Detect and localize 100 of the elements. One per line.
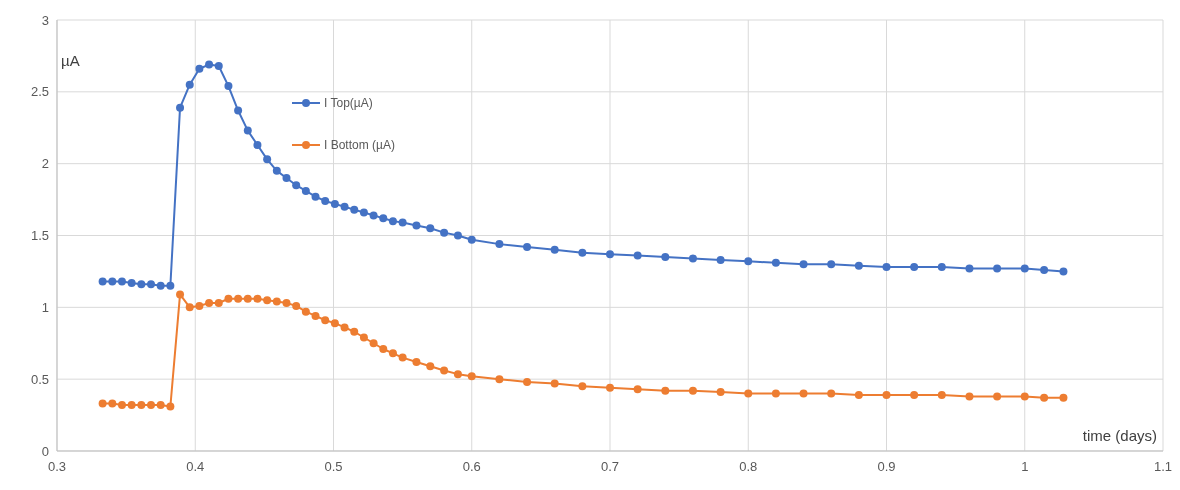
- point: [127, 401, 136, 410]
- point: [321, 316, 330, 325]
- point: [156, 401, 165, 410]
- point: [398, 218, 407, 227]
- point: [523, 242, 532, 251]
- point: [156, 281, 165, 290]
- point: [854, 261, 863, 270]
- point: [176, 290, 185, 299]
- point: [205, 299, 214, 308]
- point: [1040, 265, 1049, 274]
- point: [495, 240, 504, 249]
- point: [578, 248, 587, 257]
- point: [282, 299, 291, 308]
- point: [965, 392, 974, 401]
- point: [965, 264, 974, 273]
- point: [661, 386, 670, 395]
- point: [799, 260, 808, 269]
- point: [195, 64, 204, 73]
- x-axis-title: time (days): [1082, 427, 1157, 444]
- point: [214, 61, 223, 70]
- x-tick-label: 0.5: [324, 459, 343, 474]
- point: [282, 174, 291, 183]
- point: [340, 323, 349, 332]
- point: [301, 307, 310, 316]
- point: [263, 155, 272, 164]
- x-tick-label: 0.3: [47, 459, 67, 474]
- point: [224, 294, 233, 303]
- point: [243, 294, 252, 303]
- point: [633, 385, 642, 394]
- point: [147, 280, 156, 289]
- point: [311, 192, 320, 201]
- point: [523, 378, 532, 387]
- x-tick-label: 1.1: [1153, 459, 1173, 474]
- point: [330, 319, 339, 328]
- point: [369, 339, 378, 348]
- point: [467, 235, 476, 244]
- y-axis-title: µA: [61, 52, 80, 69]
- point: [253, 294, 262, 303]
- point: [993, 264, 1002, 273]
- point: [827, 389, 836, 398]
- point: [882, 390, 891, 399]
- point: [379, 345, 388, 353]
- point: [1020, 392, 1029, 401]
- point: [633, 251, 642, 260]
- point: [550, 379, 559, 388]
- point: [910, 263, 919, 272]
- point: [321, 197, 330, 206]
- point: [578, 382, 587, 391]
- point: [340, 202, 349, 211]
- point: [292, 301, 301, 310]
- point: [426, 224, 435, 233]
- point: [166, 281, 175, 290]
- point: [440, 366, 449, 375]
- x-tick-label: 0.6: [462, 459, 481, 474]
- point: [147, 401, 156, 410]
- point: [117, 401, 126, 410]
- point: [688, 254, 697, 263]
- point: [137, 401, 146, 410]
- point: [744, 389, 753, 398]
- point: [108, 399, 117, 408]
- point: [744, 257, 753, 266]
- x-tick-label: 0.7: [600, 459, 620, 474]
- point: [440, 228, 449, 237]
- point: [263, 296, 272, 305]
- point: [606, 383, 614, 392]
- point: [771, 389, 780, 398]
- point: [495, 375, 504, 384]
- point: [716, 388, 725, 397]
- point: [98, 277, 107, 286]
- point: [937, 263, 946, 272]
- point: [359, 333, 368, 342]
- y-tick-label: 1: [41, 299, 49, 315]
- y-tick-label: 2.5: [30, 84, 49, 100]
- point: [166, 402, 175, 411]
- point: [453, 370, 462, 379]
- point: [185, 80, 194, 89]
- point: [550, 245, 559, 254]
- point: [369, 211, 378, 220]
- point: [205, 60, 214, 69]
- y-tick-label: 1.5: [30, 228, 49, 244]
- point: [716, 255, 725, 264]
- y-tick-label: 2: [41, 156, 49, 172]
- point: [993, 392, 1002, 401]
- point: [234, 106, 243, 115]
- point: [799, 389, 808, 398]
- point: [272, 297, 281, 306]
- point: [176, 103, 185, 112]
- point: [661, 253, 670, 262]
- point: [330, 199, 339, 208]
- point: [854, 390, 863, 399]
- point: [453, 231, 462, 240]
- point: [137, 280, 146, 289]
- point: [379, 214, 388, 223]
- point: [910, 390, 919, 399]
- legend-label: I Top(µA): [324, 96, 373, 111]
- x-tick-label: 0.4: [186, 459, 205, 474]
- point: [1059, 267, 1068, 276]
- point: [937, 390, 946, 399]
- point: [688, 386, 697, 395]
- x-tick-label: 0.8: [739, 459, 758, 474]
